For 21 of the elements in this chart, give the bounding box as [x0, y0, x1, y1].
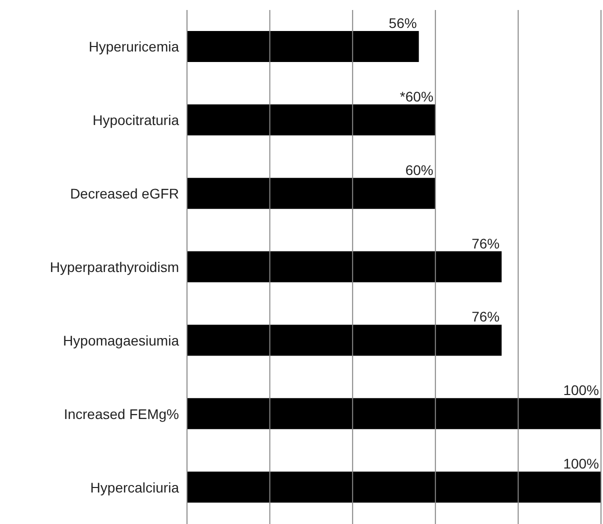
data-label: 100% [563, 382, 599, 398]
y-tick-label: Hyperuricemia [88, 38, 180, 55]
data-label: 60% [405, 162, 434, 178]
data-label: *60% [400, 88, 434, 104]
bar [187, 178, 436, 209]
bar [187, 472, 601, 503]
bar [187, 398, 601, 430]
y-tick-label: Hypercalciuria [90, 479, 180, 496]
bar [187, 324, 502, 356]
y-tick-label: Hypomagaesiumia [63, 332, 180, 348]
data-label: 76% [472, 235, 500, 252]
data-label: 100% [563, 456, 599, 472]
y-tick-label: Increased FEMg% [64, 406, 179, 422]
data-label: 56% [388, 15, 417, 31]
data-label: 76% [472, 308, 500, 325]
y-tick-label: Hypocitraturia [92, 112, 180, 128]
y-tick-label: Hyperparathyroidism [50, 258, 179, 275]
bar [187, 31, 419, 62]
bar [187, 251, 502, 282]
y-tick-label: Decreased eGFR [70, 186, 179, 202]
bar [187, 104, 436, 136]
